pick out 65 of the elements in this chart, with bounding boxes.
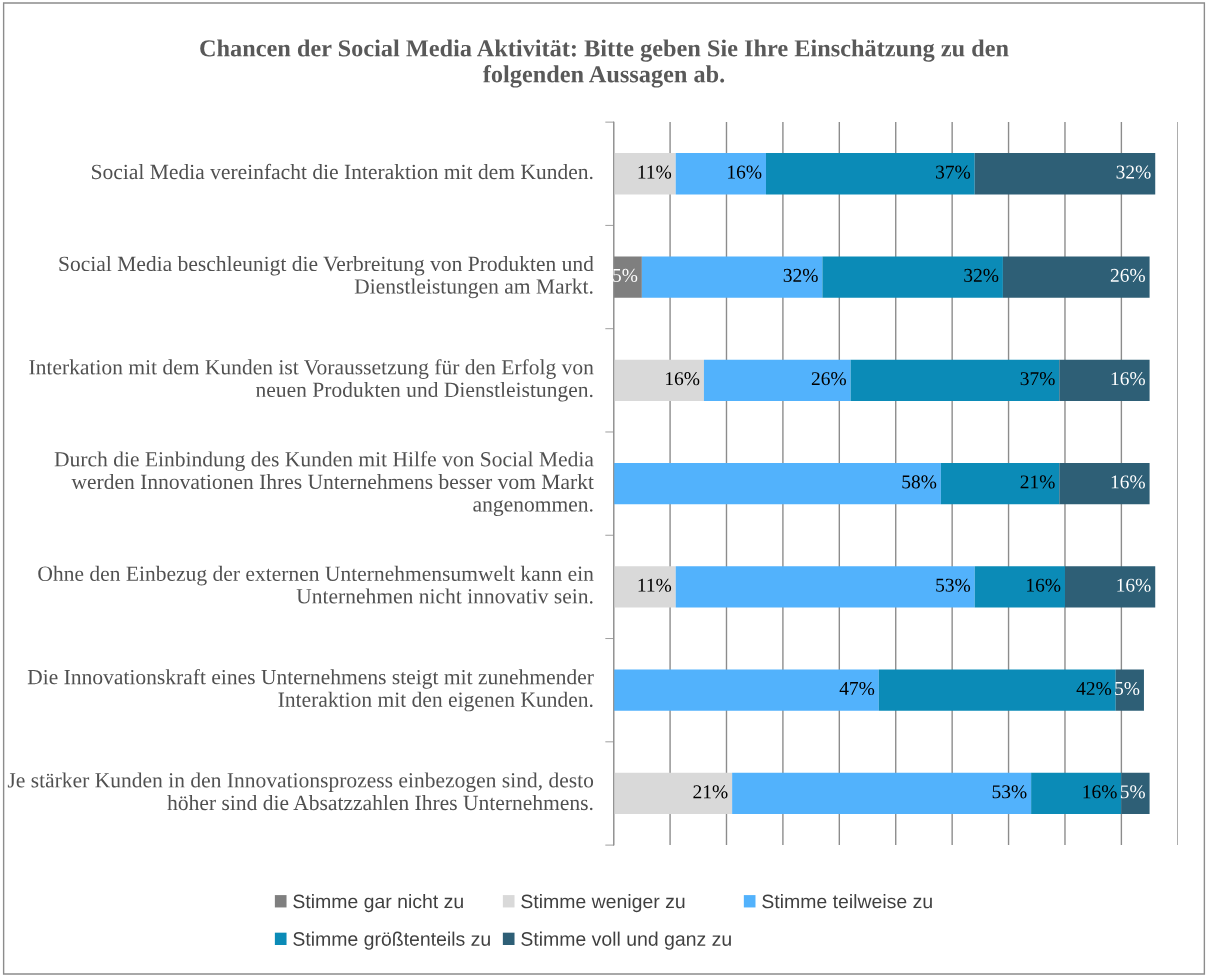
- legend-label: Stimme weniger zu: [521, 894, 685, 913]
- data-label: 32%: [964, 268, 999, 282]
- bar: [703, 359, 851, 401]
- bar: [1059, 359, 1150, 401]
- data-label: 47%: [839, 681, 875, 696]
- bar: [613, 669, 879, 711]
- data-label: 16%: [1083, 785, 1117, 799]
- data-label: 53%: [992, 785, 1027, 799]
- bar: [1031, 772, 1122, 815]
- bar: [641, 256, 823, 298]
- bar: [613, 566, 676, 608]
- data-label: 37%: [1020, 372, 1055, 386]
- data-label: 21%: [1020, 475, 1055, 489]
- data-label: 16%: [1117, 578, 1151, 592]
- bar: [878, 669, 1116, 711]
- data-label: 53%: [936, 578, 971, 592]
- data-label: 16%: [1027, 578, 1061, 592]
- bar: [822, 256, 1003, 298]
- data-label: 16%: [666, 372, 700, 386]
- legend-label: Stimme gar nicht zu: [293, 894, 463, 913]
- y-tick-label: Je stärker Kunden in den Innovationsprozess einbezogen sind, desto höher sind die Absatzzahlen Ihres Unternehmens.: [7, 772, 594, 811]
- data-label: 26%: [811, 372, 846, 386]
- bar: [613, 359, 704, 401]
- bar: [1115, 669, 1144, 711]
- y-tick-label: Durch die Einbindung des Kunden mit Hilfe von Social Media werden Innovationen Ihres Unternehmens besser vom Markt angenommen.: [54, 451, 594, 517]
- data-label: 21%: [693, 785, 728, 799]
- bar: [613, 772, 733, 815]
- data-label: 32%: [1116, 165, 1151, 179]
- bar: [613, 256, 642, 298]
- data-label: 42%: [1076, 681, 1112, 696]
- bar: [613, 153, 676, 195]
- y-tick-label: Social Media beschleunigt die Verbreitung von Produkten und Dienstleistungen am Markt.: [59, 255, 594, 299]
- legend-label: Stimme voll und ganz zu: [521, 931, 731, 950]
- legend-label: Stimme größtenteils zu: [293, 931, 490, 950]
- y-tick-label: Die Innovationskraft eines Unternehmens steigt mit zunehmender Interaktion mit den eigenen Kunden.: [27, 668, 594, 712]
- y-tick-label: Social Media vereinfacht die Interaktion mit dem Kunden.: [92, 163, 593, 180]
- bar: [1121, 772, 1150, 815]
- bar: [675, 153, 766, 195]
- y-tick-label: Ohne den Einbezug der externen Unternehmensumwelt kann ein Unternehmen nicht innovativ sein.: [38, 565, 594, 604]
- bar: [974, 566, 1065, 608]
- data-label: 11%: [638, 165, 672, 179]
- bar: [732, 772, 1032, 815]
- data-label: 32%: [783, 268, 818, 282]
- bar: [1002, 256, 1150, 298]
- data-label: 5%: [1115, 681, 1140, 696]
- bar: [850, 359, 1060, 401]
- data-label: 37%: [936, 165, 971, 179]
- data-label: 5%: [1120, 785, 1145, 799]
- data-label: 11%: [638, 578, 672, 592]
- bar: [675, 566, 975, 608]
- data-label: 26%: [1110, 268, 1145, 282]
- bar: [765, 153, 975, 195]
- y-tick-label: Interkation mit dem Kunden ist Voraussetzung für den Erfolg von neuen Produkten und Dienstleistungen.: [29, 359, 594, 402]
- bar: [974, 153, 1156, 195]
- data-label: 58%: [902, 475, 937, 489]
- legend-label: Stimme teilweise zu: [762, 894, 932, 909]
- data-label: 16%: [728, 165, 762, 179]
- bar: [1059, 462, 1150, 505]
- bar: [940, 462, 1060, 505]
- bar: [613, 462, 941, 505]
- data-label: 5%: [613, 268, 638, 282]
- data-label: 16%: [1111, 475, 1145, 489]
- data-label: 16%: [1111, 372, 1145, 386]
- chart-title: Chancen der Social Media Aktivität: Bitte geben Sie Ihre Einschätzung zu den folgenden Aussagen ab.: [200, 39, 1009, 88]
- bar: [1064, 566, 1156, 608]
